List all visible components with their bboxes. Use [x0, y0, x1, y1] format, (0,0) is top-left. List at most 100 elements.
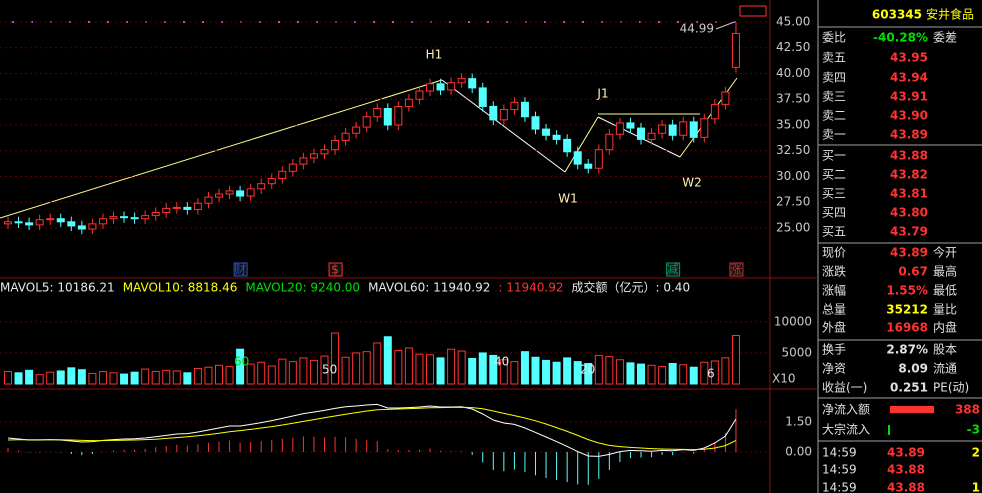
volume-bar	[594, 354, 603, 385]
quote-cell: -3	[967, 423, 980, 437]
volume-bar	[373, 342, 382, 385]
volume-bar	[573, 361, 582, 385]
volume-bar	[225, 366, 234, 385]
candle-body	[67, 221, 76, 227]
quote-cell: 买二	[822, 168, 846, 182]
candle-body	[426, 83, 434, 92]
volume-bar	[162, 369, 171, 385]
ma-label: 40	[494, 355, 509, 369]
trend-line	[0, 79, 443, 219]
volume-bar	[499, 359, 508, 385]
candle-body	[288, 163, 297, 172]
dot	[487, 21, 489, 23]
dot	[658, 21, 660, 23]
event-box	[729, 262, 744, 277]
volume-bar	[605, 356, 614, 385]
quote-cell: 涨跌	[822, 264, 846, 279]
quote-cell: 43.81	[890, 187, 928, 201]
quote-cell: 最高	[933, 264, 957, 279]
y-tick-label: 30.00	[776, 169, 810, 183]
dot	[563, 21, 565, 23]
quote-cell: 43.89	[890, 246, 928, 260]
candle-body	[320, 149, 329, 155]
candle-body	[700, 118, 709, 138]
event-box	[666, 262, 681, 277]
volume-bar	[130, 371, 139, 385]
candle-body	[542, 128, 551, 136]
quote-cell: 最低	[933, 284, 957, 298]
event-label: $	[331, 263, 339, 277]
candle-body	[668, 124, 677, 136]
trade-tick: 43.88	[887, 481, 925, 493]
scale-label: X10	[772, 372, 796, 386]
dot	[107, 21, 109, 23]
quote-cell: 买五	[822, 225, 846, 239]
candle-body	[499, 109, 508, 121]
y-tick-label: 1.50	[785, 415, 812, 429]
y-tick-label: 42.50	[776, 40, 810, 54]
volume-bar	[309, 359, 318, 385]
candle-body	[373, 108, 382, 118]
volume-bar	[647, 364, 656, 385]
candle-body	[594, 149, 603, 169]
candle-body	[278, 170, 287, 180]
stock-code: 603345	[872, 8, 922, 22]
candle-body	[489, 105, 498, 121]
y-tick-label: 27.50	[776, 195, 810, 209]
volume-bar	[531, 356, 540, 385]
corner-icon[interactable]	[739, 5, 767, 17]
quote-cell: 收益(一)	[822, 381, 867, 395]
candle-body	[584, 163, 593, 169]
volume-bar	[4, 371, 12, 385]
quote-cell: 委比	[822, 31, 846, 45]
candle-body	[362, 116, 371, 128]
trade-tick: 2	[972, 446, 980, 460]
candle-body	[331, 139, 340, 151]
high-label: 44.99	[680, 22, 714, 36]
volume-bar	[721, 357, 730, 385]
quote-cell: 总量	[822, 303, 846, 317]
volume-bar	[341, 356, 350, 385]
quote-cell: 0.67	[898, 265, 928, 279]
event-box	[328, 262, 343, 277]
quote-cell: 43.88	[890, 149, 928, 163]
volume-bar	[98, 371, 107, 385]
quote-cell: 买三	[822, 187, 846, 201]
quote-cell: 8.09	[898, 362, 928, 376]
volume-bar	[25, 369, 34, 385]
dot	[582, 21, 584, 23]
pattern-label: W1	[558, 192, 578, 206]
quote-cell: 大宗流入	[822, 422, 870, 437]
volume-bar	[520, 351, 529, 385]
y-tick-label: 45.00	[776, 14, 810, 28]
quote-cell: 委差	[933, 31, 957, 45]
dot	[373, 21, 375, 23]
quote-cell: 卖二	[822, 109, 846, 123]
volume-bar	[120, 373, 129, 385]
quote-cell: 买一	[822, 149, 846, 163]
trend-line	[441, 79, 566, 173]
volume-bar	[510, 361, 519, 385]
volume-bar	[731, 335, 740, 385]
candle-body	[35, 219, 44, 226]
candle-body	[352, 126, 361, 134]
candle-body	[615, 122, 624, 135]
event-label: 涨	[730, 262, 742, 277]
volume-bar	[615, 359, 624, 385]
y-tick-label: 25.00	[776, 220, 810, 234]
dot	[183, 21, 185, 23]
y-tick-label: 32.50	[776, 143, 810, 157]
y-tick-label: 10000	[774, 314, 812, 328]
legend-item: MAVOL60: 11940.92	[368, 281, 490, 295]
volume-bar	[278, 358, 287, 385]
quote-cell: 买四	[822, 206, 846, 220]
candle-body	[552, 134, 561, 140]
candle-body	[731, 32, 740, 68]
candle-body	[710, 103, 719, 120]
ma-label: 60	[234, 355, 249, 369]
candle-body	[299, 157, 308, 165]
volume-bar	[257, 361, 266, 385]
quote-cell: 涨幅	[822, 283, 846, 298]
volume-bar	[436, 357, 445, 385]
